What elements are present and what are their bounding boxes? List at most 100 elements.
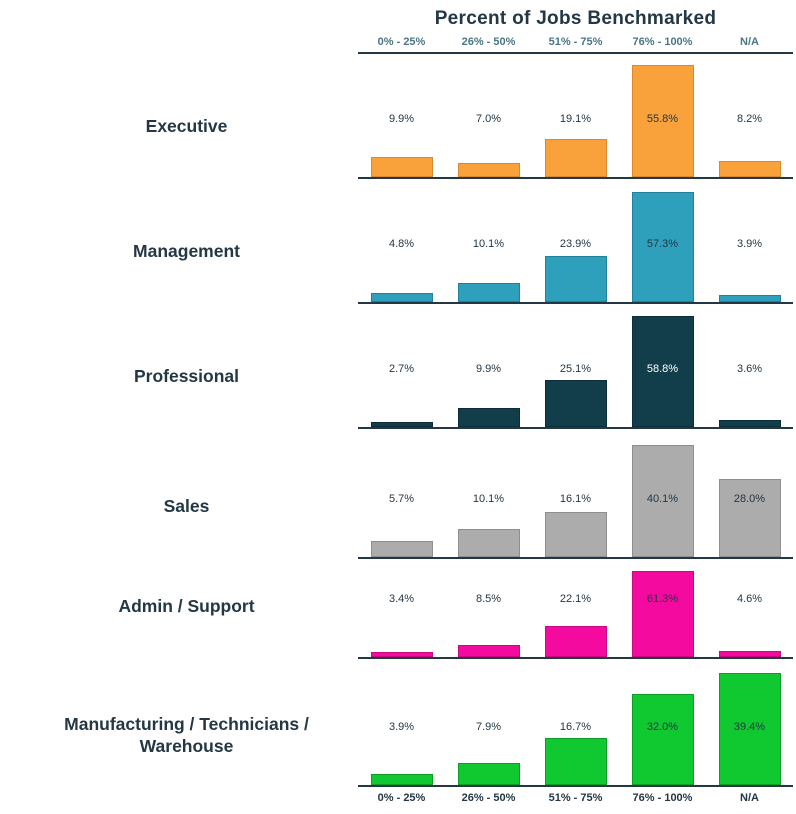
- bar: [457, 645, 520, 657]
- value-label: 25.1%: [559, 363, 592, 375]
- bar: [544, 512, 607, 557]
- value-label: 3.9%: [388, 721, 415, 733]
- bar-cell: 57.3%: [619, 179, 706, 302]
- bar-cell: 9.9%: [358, 54, 445, 177]
- value-label: 28.0%: [733, 493, 766, 505]
- bar: [718, 420, 781, 427]
- value-label: 8.2%: [736, 113, 763, 125]
- value-label: 7.9%: [475, 721, 502, 733]
- value-label: 16.1%: [559, 493, 592, 505]
- bar-cell: 23.9%: [532, 179, 619, 302]
- chart-row-3: Sales 5.7% 10.1% 16.1% 40.1% 28.0%: [0, 429, 796, 559]
- row-plot: 4.8% 10.1% 23.9% 57.3% 3.9%: [358, 179, 793, 304]
- value-label: 2.7%: [388, 363, 415, 375]
- chart-row-4: Admin / Support 3.4% 8.5% 22.1% 61.3% 4.6%: [0, 559, 796, 659]
- bar: [370, 652, 433, 657]
- bar-cell: 3.9%: [706, 179, 793, 302]
- row-label: Admin / Support: [118, 596, 255, 616]
- bar: [544, 737, 607, 785]
- column-header-51-75: 51% - 75%: [548, 36, 603, 48]
- bar-cell: 61.3%: [619, 559, 706, 657]
- row-label: Management: [133, 241, 240, 261]
- bar: [631, 571, 694, 657]
- bar-cell: 4.6%: [706, 559, 793, 657]
- chart-row-5: Manufacturing / Technicians / Warehouse 3…: [0, 659, 796, 787]
- row-label: Sales: [163, 496, 210, 516]
- bar: [457, 528, 520, 557]
- bar: [544, 379, 607, 427]
- column-footer-51-75: 51% - 75%: [548, 792, 603, 804]
- bar: [718, 160, 781, 177]
- row-label: Manufacturing / Technicians / Warehouse: [64, 714, 309, 756]
- row-label: Executive: [145, 116, 228, 136]
- column-footer-row: 0% - 25% 26% - 50% 51% - 75% 76% - 100% …: [358, 787, 793, 804]
- bar: [370, 421, 433, 427]
- value-label: 10.1%: [472, 493, 505, 505]
- bar-cell: 2.7%: [358, 304, 445, 427]
- bar-cell: 3.6%: [706, 304, 793, 427]
- value-label: 61.3%: [646, 593, 679, 605]
- value-label: 22.1%: [559, 593, 592, 605]
- bar-cell: 16.1%: [532, 429, 619, 557]
- value-label: 10.1%: [472, 238, 505, 250]
- bar: [718, 294, 781, 302]
- value-label: 32.0%: [646, 721, 679, 733]
- value-label: 9.9%: [475, 363, 502, 375]
- value-label: 39.4%: [733, 721, 766, 733]
- row-plot: 5.7% 10.1% 16.1% 40.1% 28.0%: [358, 429, 793, 559]
- bar: [718, 478, 781, 557]
- bar-cell: 58.8%: [619, 304, 706, 427]
- bar-cell: 55.8%: [619, 54, 706, 177]
- value-label: 4.6%: [736, 593, 763, 605]
- bar: [631, 316, 694, 427]
- value-label: 7.0%: [475, 113, 502, 125]
- value-label: 5.7%: [388, 493, 415, 505]
- bar-cell: 8.2%: [706, 54, 793, 177]
- column-header-na: N/A: [740, 36, 759, 48]
- value-label: 23.9%: [559, 238, 592, 250]
- bar-cell: 39.4%: [706, 659, 793, 785]
- bar-cell: 32.0%: [619, 659, 706, 785]
- bar: [631, 694, 694, 785]
- bar-cell: 10.1%: [445, 429, 532, 557]
- bar-cell: 10.1%: [445, 179, 532, 302]
- value-label: 19.1%: [559, 113, 592, 125]
- bar: [631, 65, 694, 177]
- bar-cell: 7.9%: [445, 659, 532, 785]
- value-label: 16.7%: [559, 721, 592, 733]
- column-header-26-50: 26% - 50%: [461, 36, 516, 48]
- bar-cell: 25.1%: [532, 304, 619, 427]
- bar-cell: 3.9%: [358, 659, 445, 785]
- column-footer-76-100: 76% - 100%: [632, 792, 693, 804]
- bar-cell: 3.4%: [358, 559, 445, 657]
- value-label: 57.3%: [646, 238, 679, 250]
- column-header-row: 0% - 25% 26% - 50% 51% - 75% 76% - 100% …: [358, 30, 793, 54]
- chart-rows: Executive 9.9% 7.0% 19.1% 55.8% 8.2% Managemen…: [0, 54, 796, 787]
- bar: [544, 256, 607, 302]
- column-header-76-100: 76% - 100%: [632, 36, 693, 48]
- column-footer-0-25: 0% - 25%: [377, 792, 426, 804]
- bar: [370, 773, 433, 785]
- bar: [544, 626, 607, 657]
- chart-title: Percent of Jobs Benchmarked: [434, 8, 717, 29]
- column-footer-na: N/A: [740, 792, 759, 804]
- bar-cell: 9.9%: [445, 304, 532, 427]
- bar-cell: 5.7%: [358, 429, 445, 557]
- bar: [370, 541, 433, 557]
- value-label: 4.8%: [388, 238, 415, 250]
- row-plot: 3.4% 8.5% 22.1% 61.3% 4.6%: [358, 559, 793, 659]
- bar: [457, 162, 520, 177]
- row-plot: 3.9% 7.9% 16.7% 32.0% 39.4%: [358, 659, 793, 787]
- column-header-0-25: 0% - 25%: [377, 36, 426, 48]
- row-plot: 9.9% 7.0% 19.1% 55.8% 8.2%: [358, 54, 793, 179]
- bar: [718, 650, 781, 657]
- value-label: 3.9%: [736, 238, 763, 250]
- chart-row-0: Executive 9.9% 7.0% 19.1% 55.8% 8.2%: [0, 54, 796, 179]
- bar-cell: 8.5%: [445, 559, 532, 657]
- chart-row-2: Professional 2.7% 9.9% 25.1% 58.8% 3.6%: [0, 304, 796, 429]
- bar-cell: 4.8%: [358, 179, 445, 302]
- bar: [718, 673, 781, 785]
- value-label: 9.9%: [388, 113, 415, 125]
- bar-cell: 28.0%: [706, 429, 793, 557]
